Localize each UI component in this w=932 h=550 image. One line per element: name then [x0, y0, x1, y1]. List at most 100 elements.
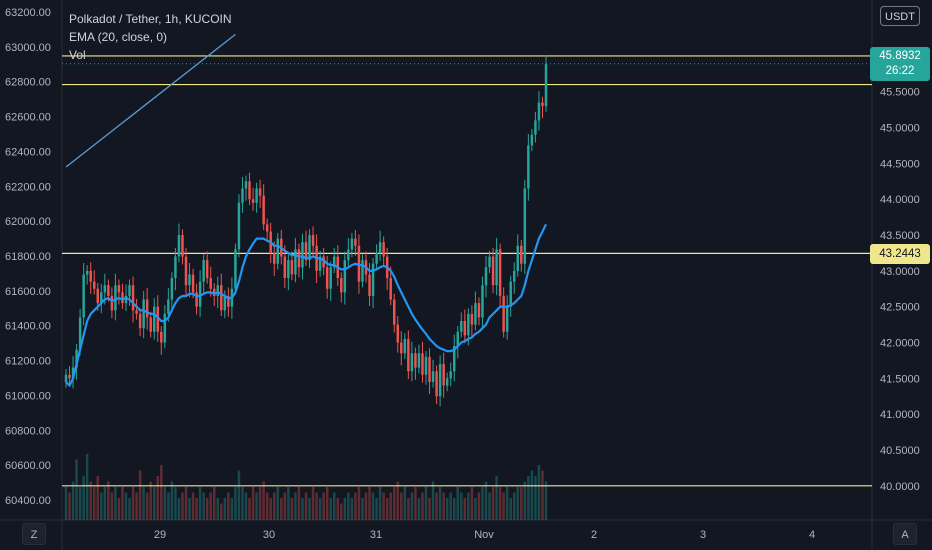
volume-bar — [128, 498, 131, 520]
candle-body — [251, 199, 255, 203]
left-axis-tick: 62000.00 — [5, 216, 51, 228]
volume-bar — [534, 476, 537, 520]
candle-body — [209, 278, 212, 289]
volume-bar — [371, 492, 375, 520]
candle-body — [216, 285, 219, 296]
volume-bar — [241, 487, 244, 520]
candle-body — [491, 256, 495, 286]
candle-body — [64, 374, 68, 382]
currency-button[interactable]: USDT — [880, 6, 920, 26]
candle-body — [438, 364, 442, 397]
legend-vol[interactable]: Vol — [69, 48, 86, 62]
volume-bar — [537, 465, 541, 520]
volume-bar — [431, 481, 435, 520]
timezone-button[interactable]: Z — [22, 523, 46, 545]
volume-bar — [223, 498, 227, 520]
candle-body — [403, 338, 407, 354]
level-tag-value: 43.2443 — [879, 248, 921, 260]
volume-bar — [213, 487, 216, 520]
volume-bar — [135, 492, 138, 520]
candle-body — [308, 235, 311, 261]
volume-bar — [100, 492, 103, 520]
volume-bar — [541, 470, 544, 520]
volume-bar — [375, 498, 378, 520]
candle-body — [138, 313, 142, 329]
candle-body — [322, 256, 325, 268]
left-axis-tick: 63000.00 — [5, 42, 51, 54]
candle-body — [262, 195, 265, 225]
volume-bar — [71, 481, 75, 520]
candle-body — [389, 278, 392, 300]
candle-body — [149, 317, 152, 332]
time-axis-tick: Nov — [474, 529, 494, 541]
candle-body — [181, 235, 184, 257]
volume-bar — [428, 498, 431, 520]
candle-body — [213, 288, 216, 296]
volume-bar — [198, 487, 202, 520]
candle-body — [121, 292, 124, 304]
candle-body — [442, 364, 445, 386]
candle-body — [460, 321, 463, 332]
legend-symbol[interactable]: Polkadot / Tether, 1h, KUCOIN — [69, 12, 232, 26]
candle-body — [223, 295, 227, 311]
volume-bar — [64, 487, 68, 520]
right-axis-tick: 43.5000 — [880, 230, 920, 242]
candle-body — [357, 245, 361, 282]
candle-body — [498, 249, 502, 296]
volume-bar — [170, 481, 174, 520]
candle-body — [248, 181, 251, 200]
volume-bar — [488, 492, 491, 520]
candle-body — [156, 306, 159, 332]
time-axis-tick: 4 — [809, 529, 815, 541]
price-tag-value: 45.8932 — [879, 50, 921, 62]
candle-body — [124, 295, 128, 304]
candle-body — [544, 63, 548, 107]
candle-body — [477, 303, 481, 318]
candle-body — [110, 295, 114, 311]
volume-bar — [85, 454, 89, 520]
legend-ema[interactable]: EMA (20, close, 0) — [69, 30, 168, 44]
candle-body — [354, 238, 357, 246]
candle-body — [445, 378, 449, 386]
candle-body — [170, 278, 174, 300]
volume-bar — [322, 492, 325, 520]
volume-bar — [237, 470, 241, 520]
candle-body — [160, 331, 163, 343]
candle-body — [481, 285, 484, 318]
candle-body — [237, 202, 241, 250]
volume-bar — [417, 498, 421, 520]
candle-body — [502, 295, 505, 332]
volume-bar — [167, 492, 170, 520]
volume-bar — [421, 492, 424, 520]
volume-bar — [304, 492, 308, 520]
right-axis-tick: 45.5000 — [880, 87, 920, 99]
candle-body — [71, 367, 75, 379]
candle-body — [431, 371, 435, 382]
candle-body — [527, 145, 530, 189]
candle-body — [273, 252, 276, 264]
volume-bar — [234, 487, 237, 520]
volume-bar — [93, 487, 96, 520]
volume-bar — [184, 487, 188, 520]
auto-scale-button[interactable]: A — [893, 523, 917, 545]
candle-body — [297, 249, 301, 268]
volume-bar — [385, 498, 389, 520]
candle-body — [287, 260, 290, 279]
left-axis-tick: 60400.00 — [5, 495, 51, 507]
volume-bar — [114, 487, 117, 520]
candle-body — [318, 256, 322, 271]
volume-bar — [498, 487, 502, 520]
volume-bar — [333, 492, 336, 520]
volume-bar — [329, 498, 332, 520]
volume-bar — [389, 492, 392, 520]
candle-body — [400, 342, 403, 354]
volume-bar — [131, 487, 135, 520]
time-axis-tick: 2 — [591, 529, 597, 541]
left-axis-tick: 61200.00 — [5, 356, 51, 368]
left-axis-tick: 62200.00 — [5, 181, 51, 193]
candle-body — [75, 349, 78, 368]
candle-body — [484, 267, 488, 286]
volume-bar — [188, 498, 191, 520]
left-axis-tick: 61800.00 — [5, 251, 51, 263]
